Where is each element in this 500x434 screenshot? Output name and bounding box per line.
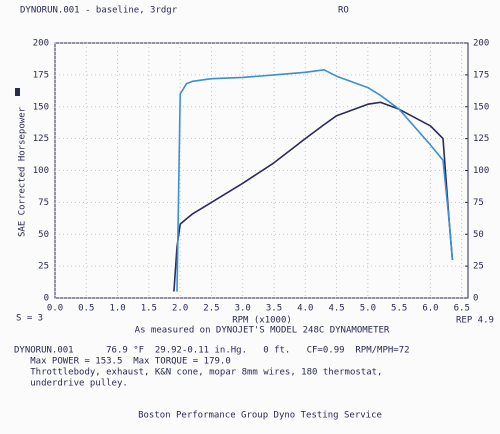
x-tick-label: 4.0: [297, 304, 313, 314]
y-tick-label: 0: [44, 294, 49, 304]
y2-tick-label: 100: [473, 166, 489, 176]
y2-tick-label: 25: [473, 262, 484, 272]
y2-tick-label: 0: [473, 294, 478, 304]
x-tick-label: 1.0: [109, 304, 125, 314]
footer-line: DYNORUN.001 76.9 °F 29.92-0.11 in.Hg. 0 …: [14, 346, 410, 356]
y2-tick-label: 50: [473, 230, 484, 240]
footer-line: Throttlebody, exhaust, K&N cone, mopar 8…: [14, 368, 382, 378]
y-tick-label: 100: [33, 166, 49, 176]
x-tick-label: 2.0: [172, 304, 188, 314]
x-tick-label: 5.0: [360, 304, 376, 314]
x-tick-label: 0.5: [78, 304, 94, 314]
y-tick-label: 25: [38, 262, 49, 272]
x-tick-label: 1.5: [141, 304, 157, 314]
y-tick-label: 125: [33, 134, 49, 144]
corner-left: S = 3: [16, 314, 43, 324]
x-tick-label: 6.0: [422, 304, 438, 314]
x-tick-label: 0.0: [47, 304, 63, 314]
series-line: [173, 101, 454, 292]
footer-line: Max POWER = 153.5 Max TORQUE = 179.0: [14, 357, 231, 367]
x-axis-label: RPM (x1000): [232, 316, 292, 326]
x-tick-label: 3.5: [266, 304, 282, 314]
x-tick-label: 3.0: [235, 304, 251, 314]
subtitle: As measured on DYNOJET'S MODEL 248C DYNA…: [135, 326, 390, 336]
legend-swatch: [15, 88, 20, 96]
y2-tick-label: 150: [473, 102, 489, 112]
header-right: RO: [338, 6, 349, 16]
x-tick-label: 2.5: [203, 304, 219, 314]
series-line: [176, 69, 454, 292]
x-tick-label: 6.5: [454, 304, 470, 314]
x-tick-label: 4.5: [328, 304, 344, 314]
y2-tick-label: 75: [473, 198, 484, 208]
y-tick-label: 50: [38, 230, 49, 240]
y2-tick-label: 200: [473, 39, 489, 49]
y-tick-label: 75: [38, 198, 49, 208]
y-tick-label: 175: [33, 70, 49, 80]
y-axis-label: SAE Corrected Horsepower: [18, 106, 28, 237]
y-tick-label: 200: [33, 39, 49, 49]
y-tick-label: 150: [33, 102, 49, 112]
credit: Boston Performance Group Dyno Testing Se…: [138, 411, 382, 421]
y2-tick-label: 175: [473, 70, 489, 80]
y2-tick-label: 125: [473, 134, 489, 144]
chart-title: DYNORUN.001 - baseline, 3rdgr: [20, 6, 178, 16]
x-tick-label: 5.5: [391, 304, 407, 314]
footer-line: underdrive pulley.: [14, 379, 128, 389]
corner-right: REP 4.9: [456, 316, 494, 326]
